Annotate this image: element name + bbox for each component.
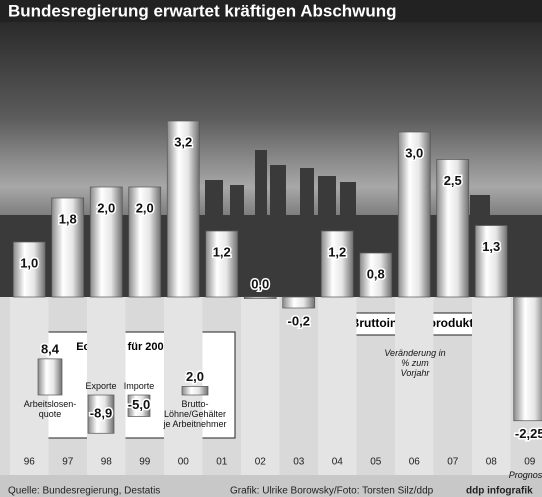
column-shade	[87, 297, 126, 475]
unit-note: Veränderung in % zum Vorjahr	[384, 348, 446, 378]
value-label: 1,0	[20, 255, 38, 270]
category-label: Exporte	[85, 381, 117, 391]
value-label: 2,5	[444, 173, 462, 188]
bar	[12, 241, 46, 298]
credit: Grafik: Ulrike Borowsky/Foto: Torsten Si…	[230, 486, 434, 497]
chart-title: Bundesregierung erwartet kräftigen Absch…	[8, 1, 397, 20]
x-tick-label: 08	[486, 457, 498, 468]
bar	[37, 358, 63, 396]
bar	[205, 230, 239, 298]
x-tick-label: 03	[293, 457, 305, 468]
title-bar	[0, 0, 542, 22]
x-tick-label: 99	[139, 457, 151, 468]
bar	[128, 186, 162, 298]
x-tick-label: 00	[178, 457, 190, 468]
value-label: 3,2	[174, 134, 192, 149]
brand: ddp infografik	[466, 486, 533, 497]
bar	[359, 252, 393, 298]
bar	[282, 296, 316, 309]
value-label: 1,8	[59, 211, 77, 226]
bar	[51, 197, 85, 298]
category-label: Importe	[123, 381, 155, 391]
x-tick-label: 09	[524, 457, 536, 468]
bar	[243, 296, 277, 299]
value-label: 3,0	[405, 145, 423, 160]
bar	[87, 394, 115, 434]
bar	[474, 225, 508, 298]
value-label: -2,25	[515, 426, 542, 441]
value-label: -5,0	[128, 397, 150, 412]
bar	[166, 120, 200, 298]
bar	[397, 131, 431, 298]
x-tick-label: 07	[447, 457, 459, 468]
column-shade	[395, 297, 434, 475]
x-tick-label: 98	[101, 457, 113, 468]
value-label: 2,0	[136, 200, 154, 215]
value-label: 2,0	[97, 200, 115, 215]
x-tick-label: 01	[216, 457, 228, 468]
bar	[513, 296, 542, 422]
value-label: 1,2	[328, 244, 346, 259]
x-tick-label: 04	[332, 457, 344, 468]
value-label: 0,8	[367, 266, 385, 281]
value-label: 1,3	[482, 239, 500, 254]
column-shade	[318, 297, 357, 475]
bar	[181, 386, 209, 396]
value-label: 1,2	[213, 244, 231, 259]
x-tick-label: 96	[24, 457, 36, 468]
bar	[436, 159, 470, 298]
column-shade	[472, 297, 511, 475]
column-shade	[241, 297, 280, 475]
value-label: 2,0	[186, 369, 204, 384]
bar	[89, 186, 123, 298]
bar	[127, 394, 151, 417]
x-tick-label: 06	[409, 457, 421, 468]
category-label: Arbeitslosen- quote	[23, 399, 77, 419]
footer-bar	[0, 475, 542, 497]
value-label: -0,2	[288, 313, 310, 328]
x-tick-label: 05	[370, 457, 382, 468]
x-tick-label: 97	[62, 457, 74, 468]
value-label: 8,4	[41, 341, 60, 356]
value-label: 0,0	[251, 276, 269, 291]
category-label: Brutto- Löhne/Gehälter je Arbeitnehmer	[163, 399, 227, 429]
bar	[320, 230, 354, 298]
value-label: -8,9	[90, 406, 112, 421]
column-shade	[164, 297, 203, 475]
x-tick-label: 02	[255, 457, 267, 468]
source: Quelle: Bundesregierung, Destatis	[8, 486, 160, 497]
forecast-label: Prognose	[508, 470, 542, 480]
